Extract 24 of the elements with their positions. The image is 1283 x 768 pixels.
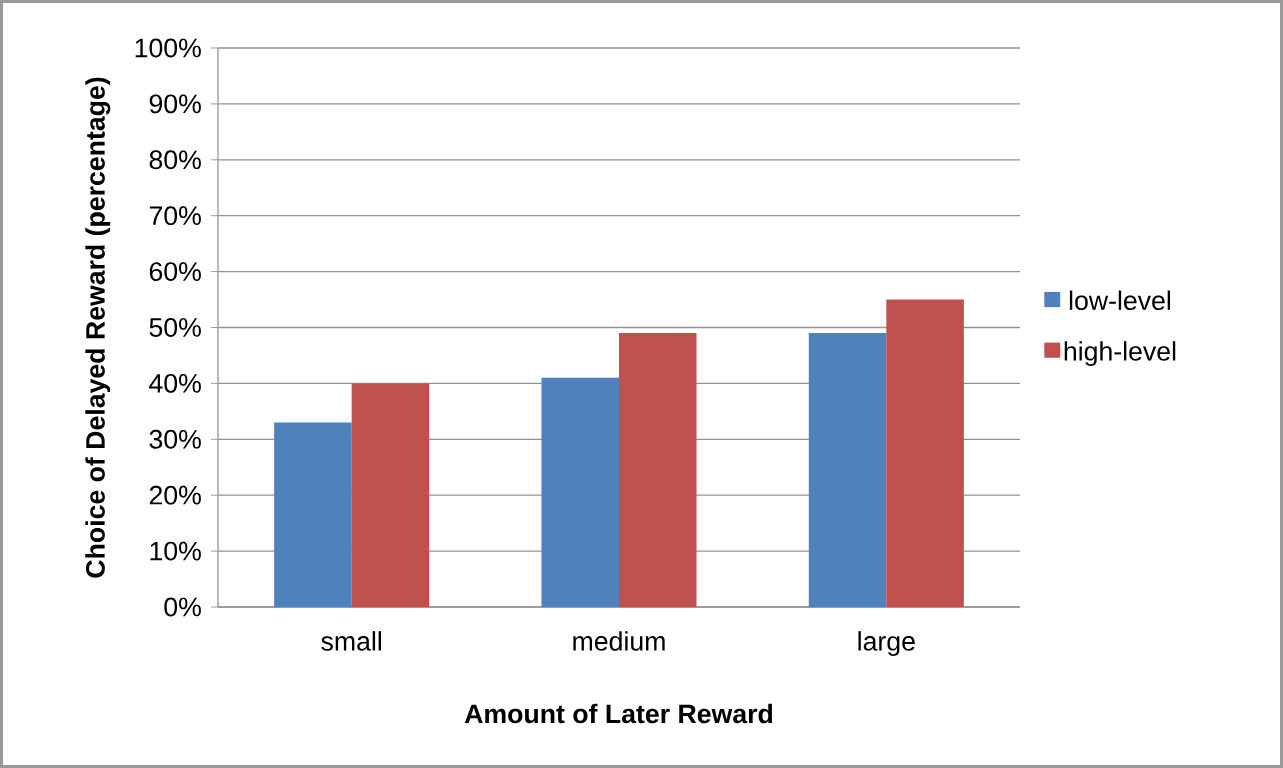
legend-label: low-level (1069, 290, 1171, 311)
legend-label: high-level (1064, 341, 1176, 367)
y-tick-label: 20% (149, 485, 201, 505)
y-tick-label: 60% (149, 262, 201, 282)
bar (808, 333, 887, 607)
x-tick-label: small (321, 631, 381, 651)
bar (619, 333, 697, 607)
y-tick-label: 10% (150, 541, 201, 561)
y-tick-label: 90% (149, 94, 201, 114)
y-tick-label: 0% (164, 597, 201, 617)
y-tick-label: 30% (149, 429, 201, 449)
x-axis-title: Amount of Later Reward (464, 703, 773, 724)
bar (274, 422, 352, 607)
bar (351, 383, 430, 607)
x-tick-label: large (858, 631, 915, 657)
y-tick-label: 80% (149, 150, 201, 170)
y-tick-label: 100% (135, 38, 201, 58)
y-tick-label: 70% (149, 206, 201, 226)
y-axis-title: Choice of Delayed Reward (percentage) (85, 77, 111, 578)
bar (886, 299, 964, 607)
bar (541, 377, 619, 607)
y-tick-label: 50% (149, 318, 201, 337)
x-tick-label: medium (573, 631, 665, 651)
y-tick-label: 40% (149, 373, 201, 393)
